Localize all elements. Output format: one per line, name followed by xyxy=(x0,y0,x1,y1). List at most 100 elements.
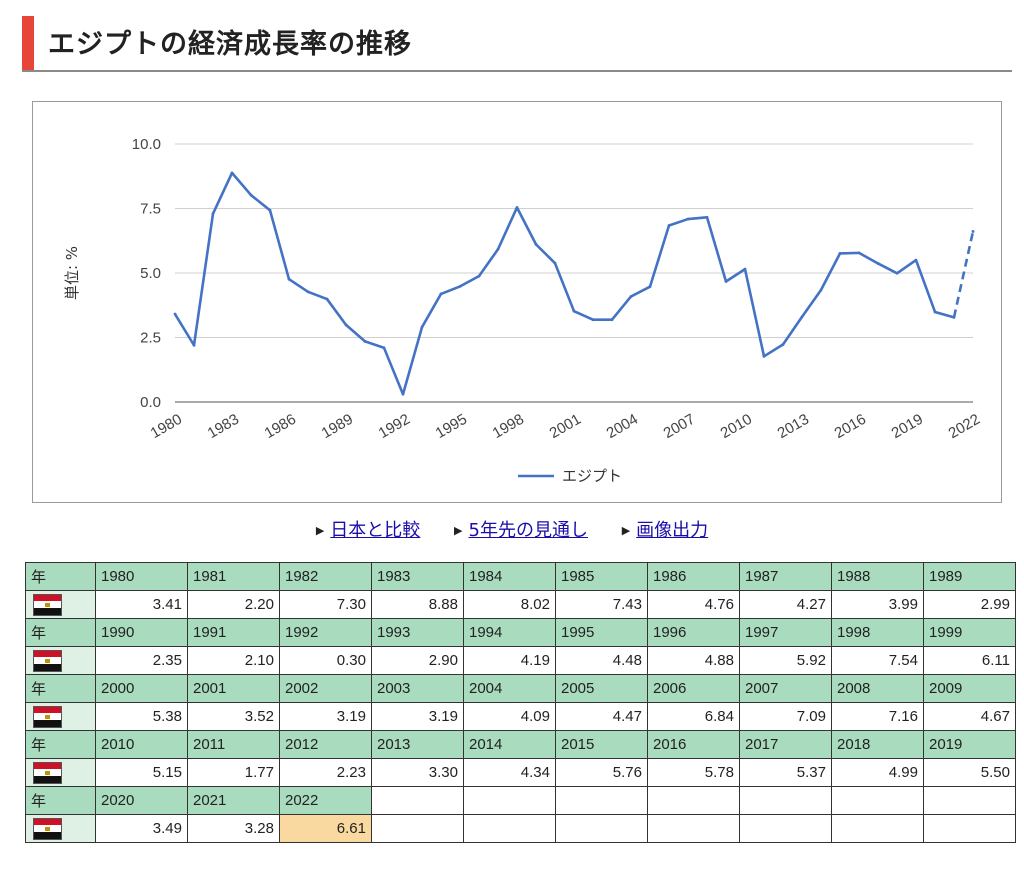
table-year-row: 年 2020 2021 2022 xyxy=(25,786,1016,815)
link-five-year-outlook[interactable]: ▶ 5年先の見通し xyxy=(454,516,588,542)
value-cell: 5.76 xyxy=(555,758,648,787)
x-tick-label: 2010 xyxy=(718,411,755,442)
year-cell: 1997 xyxy=(739,618,832,647)
table-value-row: 5.38 3.52 3.19 3.19 4.09 4.47 6.84 7.09 7.16 4.67 xyxy=(25,702,1016,731)
growth-rate-table: 年 1980 1981 1982 1983 1984 1985 1986 1987 1988 198… xyxy=(25,562,1016,843)
link-compare-japan-label[interactable]: 日本と比較 xyxy=(330,520,421,541)
flag-cell xyxy=(25,590,96,619)
value-cell: 7.30 xyxy=(279,590,372,619)
value-cell: 7.09 xyxy=(739,702,832,731)
table-year-row: 年 2000 2001 2002 2003 2004 2005 2006 2007 2008 200… xyxy=(25,674,1016,703)
year-cell: 1990 xyxy=(95,618,188,647)
flag-cell xyxy=(25,758,96,787)
value-cell: 5.50 xyxy=(923,758,1016,787)
data-point xyxy=(895,271,899,275)
x-tick-label: 1983 xyxy=(205,411,242,442)
link-five-year-outlook-label[interactable]: 5年先の見通し xyxy=(468,520,588,541)
year-cell: 2000 xyxy=(95,674,188,703)
year-cell: 1993 xyxy=(371,618,464,647)
value-cell: 3.52 xyxy=(187,702,280,731)
data-point xyxy=(667,224,671,227)
flag-cell xyxy=(25,814,96,843)
year-cell: 2003 xyxy=(371,674,464,703)
value-cell: 4.99 xyxy=(831,758,924,787)
series-forecast-line xyxy=(952,231,975,318)
data-point xyxy=(211,212,215,216)
table-value-row: 3.49 3.28 6.61 xyxy=(25,814,1016,843)
data-point xyxy=(686,217,690,221)
data-point xyxy=(933,310,937,314)
value-cell: 4.09 xyxy=(463,702,556,731)
year-cell: 1992 xyxy=(279,618,372,647)
year-cell: 2002 xyxy=(279,674,372,703)
value-cell: 5.38 xyxy=(95,702,188,731)
year-cell: 1999 xyxy=(923,618,1016,647)
empty-cell xyxy=(371,786,464,815)
year-cell: 2021 xyxy=(187,786,280,815)
data-point xyxy=(952,315,956,319)
egypt-flag-icon xyxy=(33,817,62,840)
legend-label: エジプト xyxy=(562,467,622,485)
x-tick-label: 2013 xyxy=(775,411,812,442)
flag-cell xyxy=(25,702,96,731)
data-point xyxy=(325,297,329,301)
x-tick-label: 2019 xyxy=(889,411,926,442)
link-compare-japan[interactable]: ▶ 日本と比較 xyxy=(316,516,420,542)
year-cell: 1985 xyxy=(555,562,648,591)
table-value-row: 5.15 1.77 2.23 3.30 4.34 5.76 5.78 5.37 4.99 5.50 xyxy=(25,758,1016,787)
data-point xyxy=(876,262,880,265)
value-cell: 4.76 xyxy=(647,590,740,619)
value-cell: 2.99 xyxy=(923,590,1016,619)
year-cell: 2018 xyxy=(831,730,924,759)
link-image-export-label[interactable]: 画像出力 xyxy=(636,520,709,541)
empty-cell xyxy=(371,814,464,843)
chart-frame: 0.0 2.5 5.0 7.5 10.0 1980 1983 1986 1989 1992 1995… xyxy=(32,101,1002,503)
flag-cell xyxy=(25,646,96,675)
egypt-flag-icon xyxy=(33,593,62,616)
data-point xyxy=(306,290,310,294)
year-cell: 2022 xyxy=(279,786,372,815)
value-cell: 6.11 xyxy=(923,646,1016,675)
action-links: ▶ 日本と比較 ▶ 5年先の見通し ▶ 画像出力 xyxy=(0,516,1024,546)
table-value-row: 2.35 2.10 0.30 2.90 4.19 4.48 4.88 5.92 7.54 6.11 xyxy=(25,646,1016,675)
y-tick-label: 0.0 xyxy=(140,394,161,411)
value-cell: 2.10 xyxy=(187,646,280,675)
empty-cell xyxy=(555,786,648,815)
data-point xyxy=(439,292,443,296)
year-row-label: 年 xyxy=(25,674,96,703)
value-cell: 3.41 xyxy=(95,590,188,619)
year-cell: 2014 xyxy=(463,730,556,759)
egypt-flag-icon xyxy=(33,705,62,728)
year-row-label: 年 xyxy=(25,562,96,591)
x-tick-label: 1992 xyxy=(376,411,413,442)
year-cell: 1984 xyxy=(463,562,556,591)
forecast-value-cell: 6.61 xyxy=(279,814,372,843)
empty-cell xyxy=(555,814,648,843)
value-cell: 5.15 xyxy=(95,758,188,787)
triangle-right-icon: ▶ xyxy=(454,524,463,537)
year-cell: 2005 xyxy=(555,674,648,703)
y-tick-label: 7.5 xyxy=(140,201,161,218)
line-chart: 0.0 2.5 5.0 7.5 10.0 1980 1983 1986 1989 1992 1995… xyxy=(63,136,983,485)
year-row-label: 年 xyxy=(25,618,96,647)
data-point xyxy=(553,261,557,265)
data-point xyxy=(268,208,272,212)
y-tick-label: 2.5 xyxy=(140,330,161,347)
year-cell: 1991 xyxy=(187,618,280,647)
empty-cell xyxy=(463,814,556,843)
year-cell: 2020 xyxy=(95,786,188,815)
value-cell: 2.90 xyxy=(371,646,464,675)
link-image-export[interactable]: ▶ 画像出力 xyxy=(622,516,708,542)
year-cell: 2007 xyxy=(739,674,832,703)
data-point xyxy=(838,251,842,255)
triangle-right-icon: ▶ xyxy=(315,524,325,537)
year-cell: 1980 xyxy=(95,562,188,591)
data-point xyxy=(800,315,804,319)
year-cell: 2019 xyxy=(923,730,1016,759)
value-cell: 7.16 xyxy=(831,702,924,731)
year-cell: 2010 xyxy=(95,730,188,759)
x-tick-label: 1998 xyxy=(490,411,527,442)
table-year-row: 年 1990 1991 1992 1993 1994 1995 1996 1997 1998 199… xyxy=(25,618,1016,647)
egypt-flag-icon xyxy=(33,649,62,672)
triangle-right-icon: ▶ xyxy=(621,524,631,537)
